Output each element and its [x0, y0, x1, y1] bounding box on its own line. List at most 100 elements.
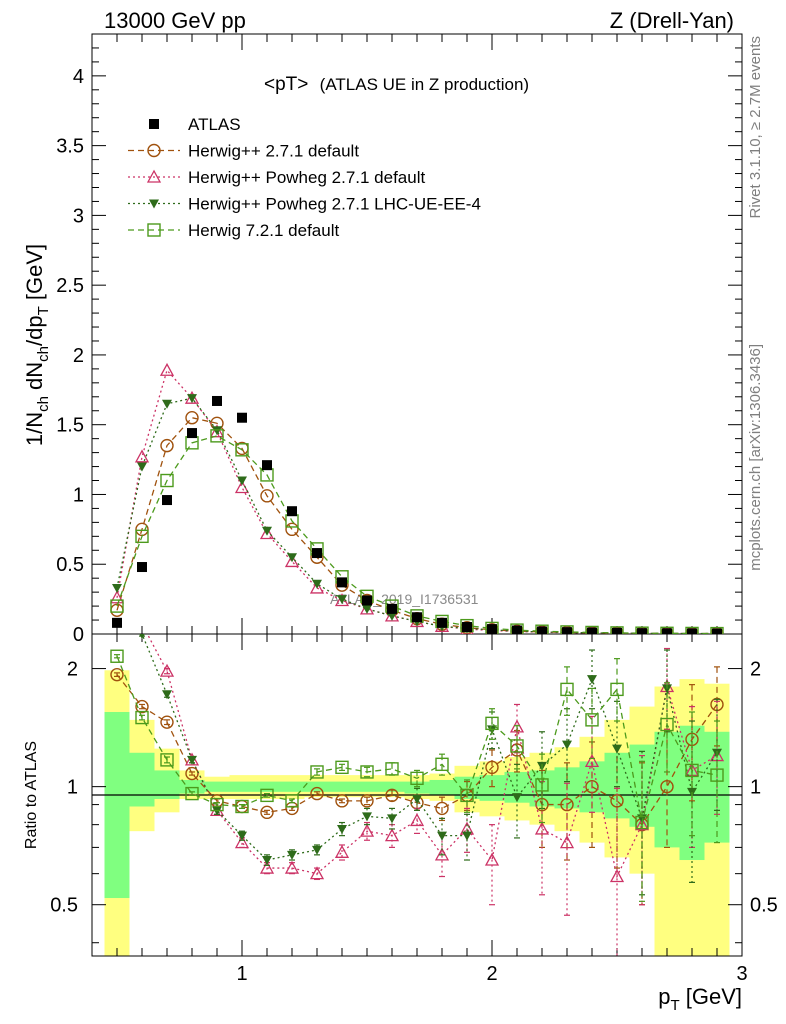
ratio-point-powheg: [584, 754, 600, 768]
point-herwigpp: [185, 411, 199, 425]
ratio-y-ticks: 0.5 0.5 1 1 2 2: [50, 659, 778, 944]
ratio-point-herwigpp: [310, 786, 324, 801]
ratio-point-powheg_ue: [562, 740, 572, 750]
y-tick-label: 2.5: [56, 275, 84, 297]
ratio-point-herwig7: [210, 797, 224, 812]
ratio-point-herwigpp: [185, 766, 199, 781]
ratio-point-herwig7: [235, 799, 249, 814]
main-series: [109, 362, 724, 634]
ratio-point-powheg: [534, 821, 550, 835]
ratio-point-herwig7: [635, 815, 649, 830]
point-herwig7: [660, 626, 674, 634]
xlabel-unit: [GeV]: [680, 984, 742, 1009]
legend-label-powheg_ue: Herwig++ Powheg 2.7.1 LHC-UE-EE-4: [188, 195, 481, 214]
point-powheg_ue: [187, 394, 197, 404]
legend-marker-powheg_ue: [149, 199, 159, 209]
ratio-point-herwig7: [385, 762, 399, 776]
point-powheg_ue: [262, 526, 272, 536]
ratio-point-herwigpp: [385, 788, 399, 803]
x-ticks: 1 2 3: [116, 34, 748, 985]
point-herwig7: [110, 599, 124, 613]
ratio-point-herwig7: [710, 768, 724, 782]
plot-title: <pT> (ATLAS UE in Z production): [264, 74, 529, 95]
point-atlas: [637, 628, 647, 634]
ratio-point-herwig7: [510, 739, 524, 753]
y-tick-label: 2: [73, 345, 84, 367]
ylabel-sub-t: T: [35, 306, 52, 315]
ratio-point-powheg_ue: [337, 824, 347, 834]
ratio-point-herwig7: [310, 765, 324, 779]
point-atlas: [462, 622, 472, 633]
y-tick-label: 3: [73, 205, 84, 227]
ratio-point-herwigpp: [360, 794, 374, 808]
y-tick-label: 1.5: [56, 415, 84, 437]
ylabel-part-3: /dp: [22, 315, 47, 346]
ratio-point-herwig7: [285, 794, 299, 808]
legend-label-powheg: Herwig++ Powheg 2.7.1 default: [188, 168, 425, 187]
band-green: [254, 781, 280, 792]
ratio-point-powheg: [609, 869, 625, 883]
ratio-point-herwig7: [660, 717, 674, 732]
point-herwig7: [585, 625, 599, 634]
legend-label-herwig7: Herwig 7.2.1 default: [188, 221, 339, 240]
point-atlas: [137, 562, 147, 573]
ratio-point-herwigpp: [435, 801, 449, 816]
point-herwig7: [285, 514, 299, 528]
band-green: [279, 781, 305, 792]
x-tick-label: 1: [236, 963, 247, 985]
ratio-y-axis-label: Ratio to ATLAS: [23, 741, 40, 849]
point-atlas: [162, 495, 172, 506]
point-herwig7: [610, 626, 624, 634]
band-green: [354, 781, 380, 792]
point-atlas: [662, 628, 672, 634]
point-powheg_ue: [287, 553, 297, 563]
point-powheg: [134, 449, 150, 463]
point-atlas: [687, 628, 697, 634]
ratio-point-powheg_ue: [187, 755, 197, 765]
point-powheg_ue: [337, 595, 347, 605]
ratio-point-powheg_ue: [312, 845, 322, 855]
point-atlas: [562, 627, 572, 634]
point-atlas: [387, 603, 397, 614]
ratio-point-powheg: [234, 835, 250, 849]
point-herwigpp: [260, 489, 274, 503]
ratio-point-herwigpp: [160, 715, 174, 729]
band-green: [129, 752, 155, 807]
point-powheg_ue: [312, 579, 322, 589]
ratio-point-herwigpp: [260, 805, 274, 820]
header-right: Z (Drell-Yan): [610, 8, 734, 33]
point-powheg_ue: [237, 476, 247, 486]
ratio-point-powheg_ue: [437, 831, 447, 841]
point-atlas: [112, 617, 122, 628]
point-herwigpp: [285, 522, 299, 537]
ratio-point-powheg_ue: [587, 675, 597, 685]
ratio-point-powheg: [384, 828, 400, 842]
ratio-uncertainty-bands: [104, 670, 730, 956]
analysis-watermark: ATLAS_2019_I1736531: [330, 591, 479, 607]
y-tick-label: 3.5: [56, 136, 84, 158]
ratio-point-herwigpp: [660, 779, 674, 794]
ratio-point-powheg_ue: [237, 831, 247, 841]
point-atlas: [262, 460, 272, 471]
point-herwig7: [260, 468, 274, 482]
point-powheg_ue: [387, 611, 397, 621]
ylabel-part-2: dN: [22, 362, 47, 396]
ratio-point-powheg_ue: [512, 793, 522, 803]
point-powheg_ue: [112, 583, 122, 593]
ratio-point-powheg_ue: [162, 690, 172, 700]
x-tick-label: 3: [736, 963, 747, 985]
point-atlas: [187, 428, 197, 439]
ratio-point-herwig7: [560, 682, 574, 697]
ratio-point-herwig7: [185, 786, 199, 801]
ratio-point-powheg: [159, 663, 175, 677]
band-green: [304, 781, 330, 792]
legend-label-atlas: ATLAS: [188, 115, 241, 134]
x-tick-label: 2: [486, 963, 497, 985]
ratio-point-herwig7: [410, 771, 424, 786]
band-green: [154, 770, 180, 800]
point-herwig7: [685, 626, 699, 634]
point-atlas: [612, 627, 622, 634]
ratio-point-powheg_ue: [362, 812, 372, 822]
ratio-series: [110, 634, 725, 956]
ratio-point-herwig7: [685, 763, 699, 778]
